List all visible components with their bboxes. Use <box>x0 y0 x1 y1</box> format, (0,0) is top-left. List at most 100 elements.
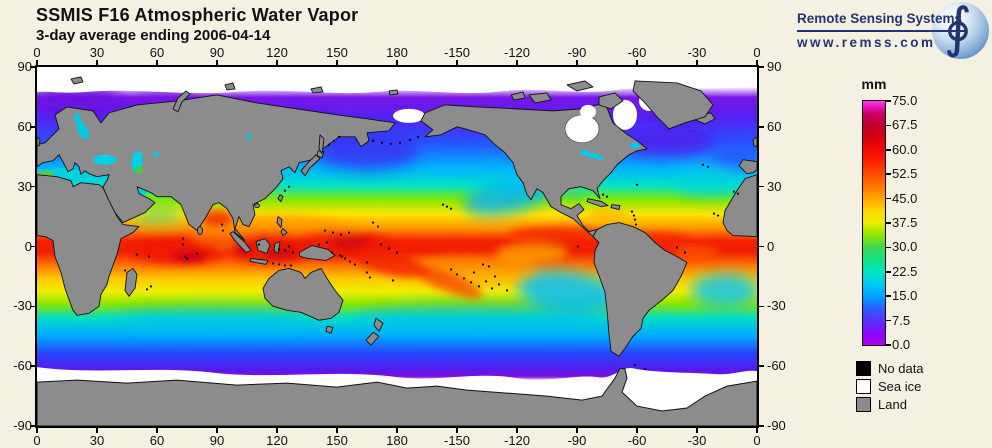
lat-axis-label: 30 <box>17 178 32 194</box>
axis-tick <box>216 60 218 65</box>
island-speck <box>287 245 291 248</box>
greenland <box>632 80 714 130</box>
axis-tick <box>636 60 638 65</box>
sulawesi <box>273 241 281 254</box>
eurasia <box>37 94 396 241</box>
island-speck <box>576 245 580 248</box>
island-speck <box>398 141 402 144</box>
colorbar-label: 0.0 <box>892 337 911 352</box>
island-speck <box>630 210 634 213</box>
hudson-bay-ice <box>564 114 600 144</box>
lat-axis-label: -30 <box>13 298 32 314</box>
island-speck <box>497 283 501 286</box>
island-speck <box>449 268 453 271</box>
water-vapor-map <box>37 67 757 426</box>
lon-axis-label: 30 <box>89 433 105 448</box>
island-speck <box>271 262 275 265</box>
page-title: SSMIS F16 Atmospheric Water Vapor <box>36 5 359 25</box>
island-speck <box>348 260 352 263</box>
island-speck <box>277 263 281 266</box>
lon-axis-label: 60 <box>149 45 165 60</box>
colorbar-tick <box>886 295 891 297</box>
island-speck <box>445 205 449 208</box>
axis-tick <box>30 245 35 248</box>
island-speck <box>283 264 287 267</box>
colorbar-tick <box>886 149 891 151</box>
axis-tick <box>396 428 398 433</box>
colorbar-tick <box>886 124 891 127</box>
colorbar-label: 22.5 <box>892 263 918 279</box>
axis-tick <box>756 428 758 433</box>
island-speck <box>327 143 331 146</box>
taiwan <box>277 194 284 203</box>
island-speck <box>408 138 412 141</box>
ellesmere <box>566 80 594 92</box>
axis-tick <box>759 185 764 188</box>
lon-axis-label: -60 <box>627 433 647 448</box>
integral-crossbar-icon <box>942 30 967 32</box>
lat-axis-label: 0 <box>767 238 775 254</box>
colorbar <box>862 100 886 346</box>
island-speck <box>469 281 473 284</box>
island-speck <box>449 207 453 210</box>
lat-axis-label: 60 <box>17 118 32 134</box>
bering-ice <box>393 108 425 123</box>
britain-east <box>752 136 757 148</box>
island-speck <box>353 263 357 266</box>
lat-axis-label: -90 <box>767 418 786 433</box>
axis-tick <box>276 60 278 65</box>
island-speck <box>601 193 605 196</box>
axis-tick <box>30 365 35 367</box>
lon-axis-label: 180 <box>386 433 408 448</box>
colorbar-tick <box>886 222 891 224</box>
borneo <box>255 238 271 254</box>
island-speck <box>484 280 488 283</box>
lat-axis-label: 90 <box>17 59 32 74</box>
colorbar-label: 75.0 <box>892 93 918 108</box>
nz-north <box>373 317 384 332</box>
island-speck <box>635 183 639 186</box>
island-speck <box>632 214 636 217</box>
island-speck <box>371 221 375 224</box>
island-speck <box>633 218 637 221</box>
lon-axis-label: -30 <box>687 45 707 60</box>
island-speck <box>365 261 369 264</box>
colorbar-tick <box>886 197 891 200</box>
island-speck <box>712 212 716 215</box>
colorbar-tick <box>886 271 891 273</box>
legend-swatch <box>856 397 871 412</box>
axis-tick <box>36 428 38 433</box>
axis-tick <box>30 66 35 68</box>
island-speck <box>289 264 293 267</box>
legend-swatch <box>856 379 871 394</box>
colorbar-label: 30.0 <box>892 239 918 255</box>
lat-axis-label: -60 <box>13 358 32 374</box>
lon-axis-label: -120 <box>503 433 531 448</box>
colorbar-tick <box>886 344 891 346</box>
lon-axis-label: -120 <box>503 45 531 60</box>
island-speck <box>675 246 679 249</box>
legend-label: Sea ice <box>878 379 922 394</box>
lon-axis-label: -150 <box>443 45 471 60</box>
logo-url[interactable]: www.remss.com <box>797 35 936 50</box>
davis-strait-ice <box>613 99 637 130</box>
colorbar-label: 52.5 <box>892 166 918 182</box>
axis-tick <box>756 60 758 65</box>
sakhalin <box>318 134 325 155</box>
island-speck <box>605 195 609 198</box>
island-speck <box>185 257 189 260</box>
baffin-island <box>598 92 624 110</box>
axis-tick <box>30 305 35 308</box>
island-speck <box>732 190 736 193</box>
legend-swatch <box>856 361 871 376</box>
island-speck <box>283 189 287 192</box>
page-subtitle: 3-day average ending 2006-04-14 <box>36 27 271 44</box>
island-speck <box>181 237 185 240</box>
logo-underline <box>797 30 953 32</box>
lon-axis-label: 30 <box>89 45 105 60</box>
island-speck <box>487 265 491 268</box>
colorbar-tick <box>886 246 891 249</box>
new-siberian-islands <box>310 86 324 94</box>
island-speck <box>455 273 459 276</box>
